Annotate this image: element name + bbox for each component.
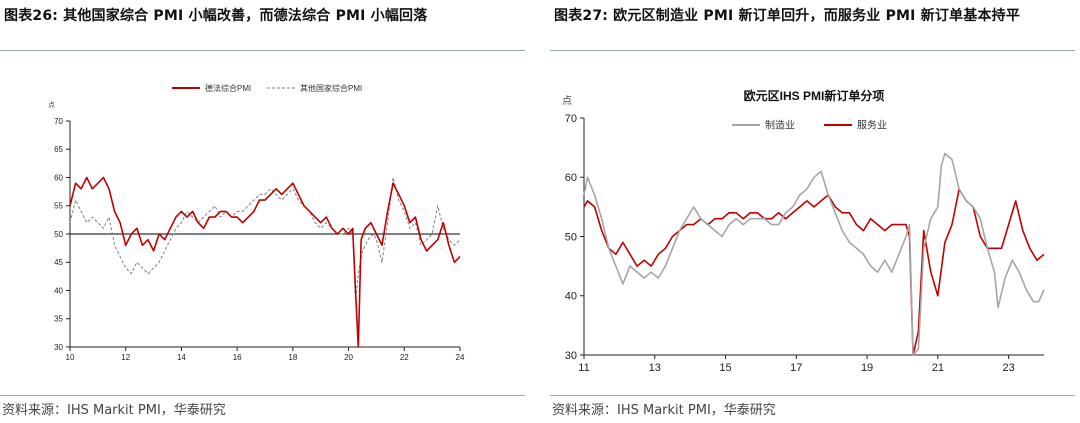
y-tick-label: 50 [565, 231, 577, 243]
left-source-divider [0, 395, 525, 396]
y-axis-unit-label: 点 [48, 101, 55, 109]
x-tick-label: 18 [288, 353, 297, 362]
y-tick-label: 60 [565, 172, 577, 184]
y-tick-label: 30 [54, 343, 63, 352]
legend-label-1: 制造业 [765, 119, 795, 132]
y-axis-unit-label: 点 [562, 95, 572, 107]
y-tick-label: 40 [54, 286, 63, 295]
legend-label-2: 其他国家综合PMI [300, 83, 362, 93]
x-tick-label: 17 [790, 362, 802, 374]
series-line-1 [583, 152, 1045, 356]
y-tick-label: 35 [54, 315, 63, 324]
left-source-note: 资料来源：IHS Markit PMI，华泰研究 [2, 403, 226, 418]
x-tick-label: 10 [66, 353, 75, 362]
x-tick-label: 16 [233, 353, 242, 362]
y-tick-label: 45 [54, 258, 63, 267]
x-tick-label: 12 [121, 353, 130, 362]
left-figure-panel: 图表26: 其他国家综合 PMI 小幅改善，而德法综合 PMI 小幅回落 30 3… [0, 0, 530, 423]
y-tick-label: 65 [54, 145, 63, 154]
chart-title: 欧元区IHS PMI新订单分项 [744, 88, 885, 103]
right-figure-title: 图表27: 欧元区制造业 PMI 新订单回升，而服务业 PMI 新订单基本持平 [554, 8, 1021, 24]
x-tick-label: 14 [177, 353, 186, 362]
y-tick-label: 50 [54, 230, 63, 239]
x-tick-label: 24 [456, 353, 465, 362]
x-tick-label: 20 [344, 353, 353, 362]
right-chart: 30 40 50 60 70 11 13 15 17 19 21 23 点 欧元区IHS PMI新订单分项… [562, 88, 1045, 374]
legend-label-2: 服务业 [857, 119, 887, 132]
y-tick-label: 60 [54, 173, 63, 182]
y-tick-label: 55 [54, 202, 63, 211]
y-tick-label: 70 [565, 113, 577, 125]
series-line-1 [69, 176, 461, 348]
x-tick-label: 21 [932, 362, 944, 374]
y-tick-label: 40 [565, 291, 577, 303]
y-tick-label: 30 [565, 350, 577, 362]
left-figure-title: 图表26: 其他国家综合 PMI 小幅改善，而德法综合 PMI 小幅回落 [4, 8, 428, 24]
x-tick-label: 23 [1002, 362, 1014, 374]
x-tick-label: 11 [578, 362, 589, 374]
right-title-divider [550, 50, 1075, 51]
right-figure-panel: 图表27: 欧元区制造业 PMI 新订单回升，而服务业 PMI 新订单基本持平 … [550, 0, 1080, 423]
x-tick-label: 15 [719, 362, 731, 374]
series-line-2 [583, 188, 1045, 356]
x-tick-label: 13 [649, 362, 661, 374]
x-tick-label: 22 [400, 353, 409, 362]
right-source-divider [550, 395, 1075, 396]
x-tick-label: 19 [861, 362, 873, 374]
left-title-divider [0, 50, 525, 51]
right-source-note: 资料来源：IHS Markit PMI，华泰研究 [552, 403, 776, 418]
left-chart: 30 35 40 45 50 55 60 65 70 10 12 14 16 18 20 22 24 点 德法综合P… [48, 83, 465, 362]
legend-label-1: 德法综合PMI [205, 83, 251, 93]
y-tick-label: 70 [54, 117, 63, 126]
